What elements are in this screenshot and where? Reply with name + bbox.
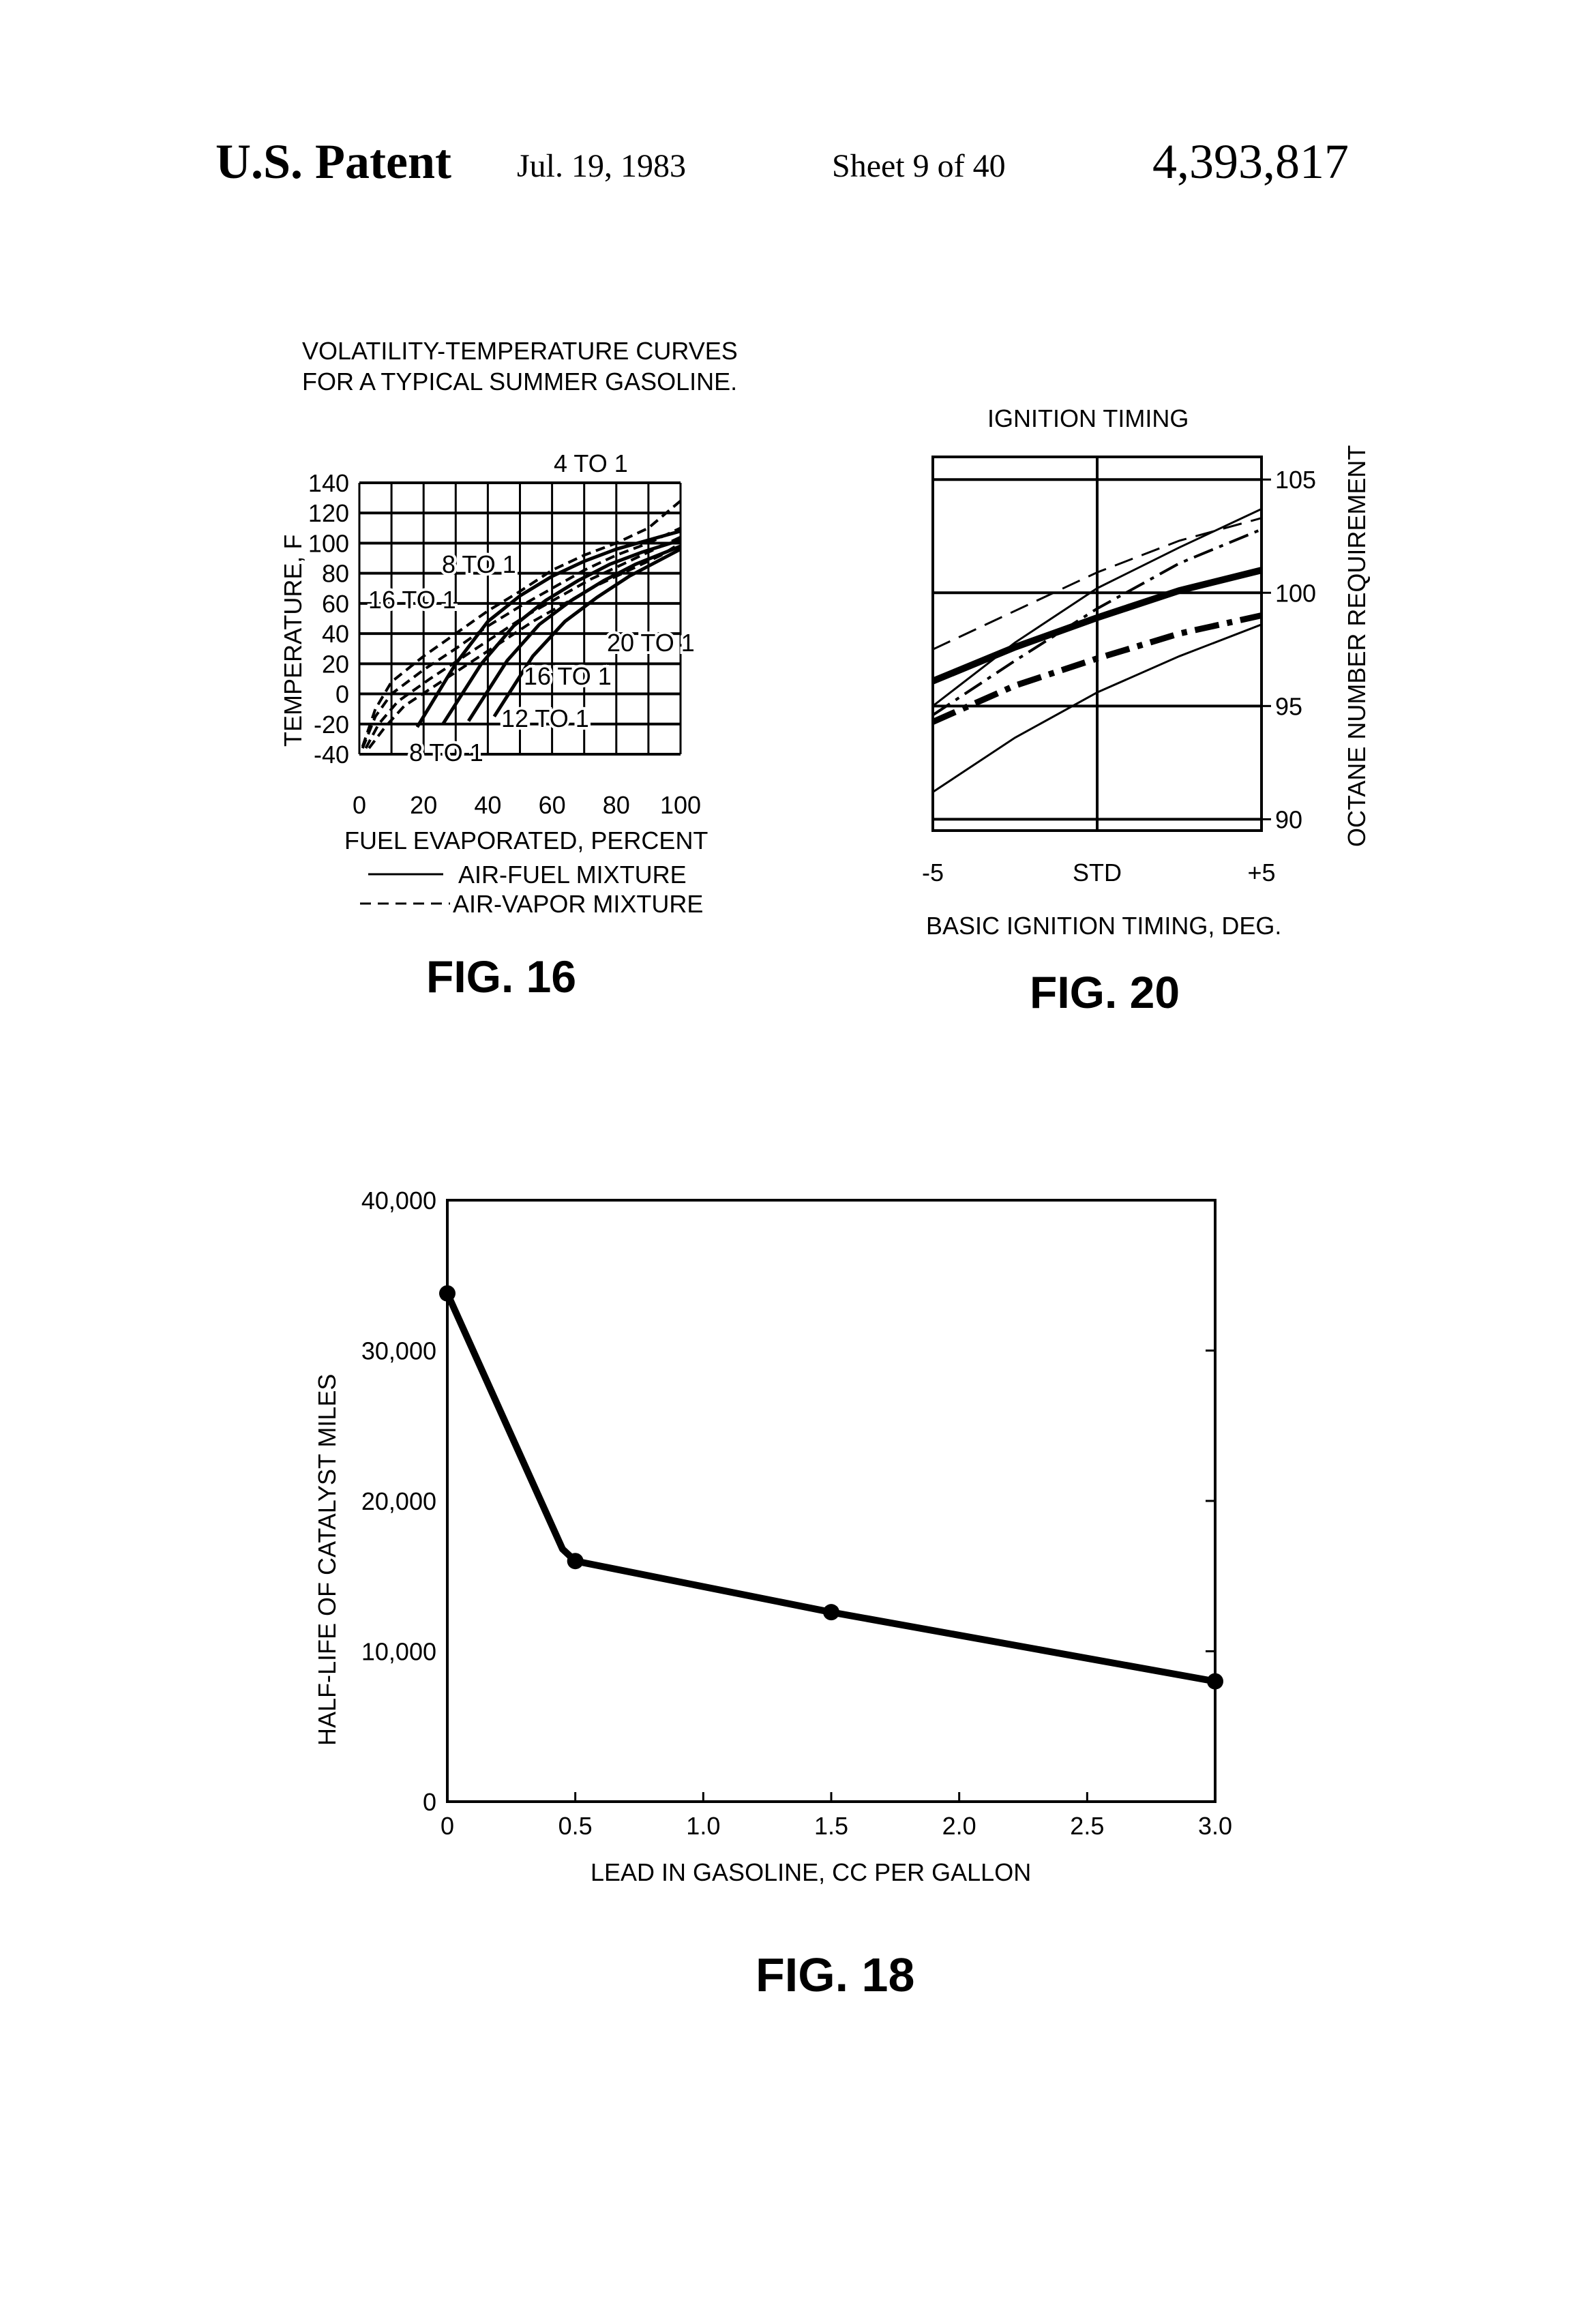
fig18-x-tick-label: 2.0	[942, 1812, 976, 1840]
fig18-y-axis-label: HALF-LIFE OF CATALYST MILES	[313, 1374, 341, 1746]
fig18-data-point	[823, 1604, 839, 1620]
fig18-x-tick-label: 3.0	[1198, 1812, 1232, 1840]
fig18-y-ticks: 40,000 30,000 20,000 10,000 0	[361, 1187, 1215, 1816]
fig18-y-tick-label: 10,000	[361, 1638, 436, 1666]
fig18-x-tick-label: 0.5	[558, 1812, 593, 1840]
fig18-x-tick-label: 0	[441, 1812, 454, 1840]
fig18-x-tick-label: 2.5	[1070, 1812, 1104, 1840]
fig18-data-point	[1207, 1673, 1223, 1690]
fig18-y-tick-label: 0	[423, 1788, 436, 1816]
fig18-y-tick-label: 30,000	[361, 1337, 436, 1365]
fig18-data-point	[567, 1553, 584, 1569]
fig18-plot-frame	[447, 1200, 1215, 1802]
fig18-data-point	[439, 1285, 456, 1302]
fig18-x-tick-label: 1.5	[814, 1812, 848, 1840]
fig18-y-tick-label: 20,000	[361, 1487, 436, 1515]
fig18-x-ticks: 0 0.5 1.0 1.5 2.0 2.5 3.0	[441, 1792, 1232, 1840]
fig18-series	[439, 1285, 1223, 1690]
fig18-caption: FIG. 18	[756, 1948, 914, 2001]
fig18-series-line	[447, 1294, 1215, 1682]
fig18-x-tick-label: 1.0	[686, 1812, 720, 1840]
fig18-y-tick-label: 40,000	[361, 1187, 436, 1215]
fig18-x-axis-label: LEAD IN GASOLINE, CC PER GALLON	[591, 1858, 1031, 1886]
